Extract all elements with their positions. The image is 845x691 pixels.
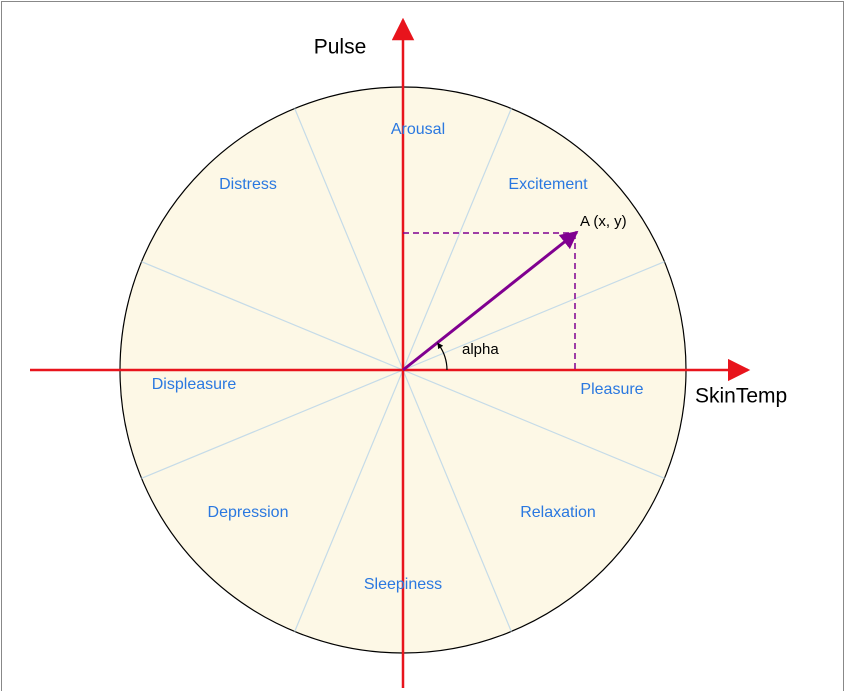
- angle-arc: [437, 342, 448, 371]
- region-label: Sleepiness: [364, 576, 442, 593]
- region-label: Relaxation: [520, 504, 596, 521]
- region-label: Excitement: [508, 176, 588, 193]
- point-label: A (x, y): [580, 213, 627, 230]
- region-label: Depression: [208, 504, 289, 521]
- y-axis-label: Pulse: [314, 36, 367, 59]
- region-label: Pleasure: [580, 381, 643, 398]
- region-label: Arousal: [391, 121, 445, 138]
- region-label: Displeasure: [152, 376, 237, 393]
- region-label: Distress: [219, 176, 277, 193]
- vector-arrow: [402, 230, 579, 372]
- x-axis-label: SkinTemp: [695, 385, 787, 408]
- angle-label: alpha: [462, 341, 499, 358]
